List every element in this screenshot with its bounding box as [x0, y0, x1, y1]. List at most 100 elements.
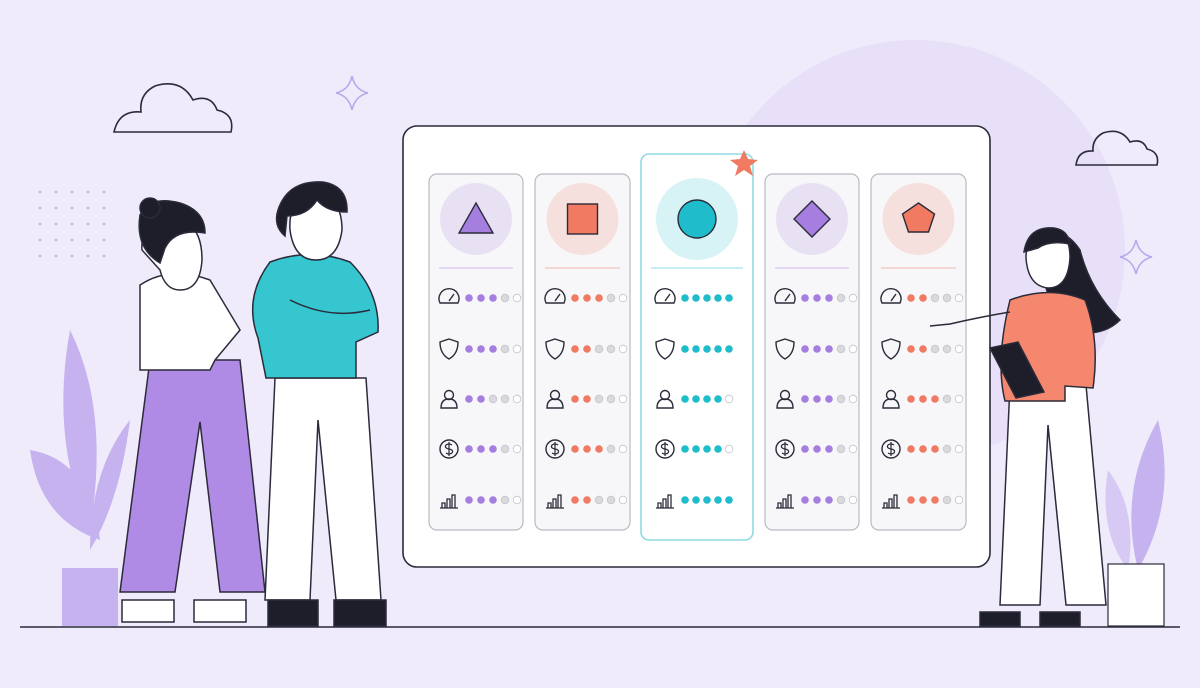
- shape-square: [566, 203, 599, 235]
- icon-user: [776, 398, 794, 409]
- rating-dot: [907, 345, 915, 353]
- rating-dot: [477, 345, 485, 353]
- rating-dot: [512, 293, 522, 303]
- rating-dot: [618, 344, 628, 354]
- rating-dot: [825, 294, 833, 302]
- rating-dot: [954, 495, 964, 505]
- rating: [681, 294, 733, 302]
- column: [534, 173, 631, 531]
- icon-gauge: [654, 287, 676, 304]
- rating-dot: [942, 444, 952, 454]
- rating-dot: [681, 496, 689, 504]
- shape-circle: [677, 199, 717, 239]
- icon-user: [440, 398, 458, 409]
- icon-gauge: [438, 287, 460, 304]
- column: [640, 153, 754, 541]
- rating-dot: [825, 496, 833, 504]
- plant: [1105, 420, 1165, 627]
- rating-dot: [692, 395, 700, 403]
- rating-dot: [703, 496, 711, 504]
- rating-dot: [942, 394, 952, 404]
- rating-dot: [714, 395, 722, 403]
- shape-pentagon: [901, 202, 936, 233]
- rating-dot: [919, 294, 927, 302]
- rating-dot: [692, 345, 700, 353]
- rating-dot: [477, 395, 485, 403]
- rating-dot: [801, 345, 809, 353]
- icon-bars: [882, 494, 900, 509]
- rating-dot: [465, 294, 473, 302]
- rating-dot: [725, 496, 733, 504]
- icon-dollar: [655, 439, 675, 459]
- icon-dollar: [660, 442, 670, 456]
- rating-dot: [714, 294, 722, 302]
- rating-dot: [825, 345, 833, 353]
- rating-dot: [681, 345, 689, 353]
- rating: [465, 344, 522, 354]
- cloud: [1075, 130, 1159, 166]
- icon-bars: [656, 494, 674, 509]
- rating-dot: [825, 395, 833, 403]
- rating-dot: [813, 294, 821, 302]
- icon-dollar: [444, 442, 454, 456]
- rating-dot: [489, 445, 497, 453]
- rating-dot: [594, 394, 604, 404]
- rating-dot: [801, 496, 809, 504]
- rating-dot: [724, 444, 734, 454]
- rating-dot: [836, 394, 846, 404]
- rating-dot: [618, 394, 628, 404]
- rating-dot: [606, 444, 616, 454]
- rating-dot: [942, 293, 952, 303]
- rating-dot: [512, 394, 522, 404]
- rating: [465, 293, 522, 303]
- rating-dot: [583, 395, 591, 403]
- rating-dot: [848, 344, 858, 354]
- rating: [801, 394, 858, 404]
- rating-dot: [703, 395, 711, 403]
- rating: [571, 444, 628, 454]
- person: [119, 197, 266, 623]
- rating-dot: [681, 445, 689, 453]
- rating-dot: [500, 394, 510, 404]
- rating-dot: [606, 394, 616, 404]
- icon-bars: [546, 494, 564, 509]
- column: [870, 173, 967, 531]
- rating-dot: [594, 344, 604, 354]
- icon-shield: [545, 338, 565, 360]
- rating-dot: [465, 395, 473, 403]
- rating-dot: [583, 496, 591, 504]
- rating: [465, 444, 522, 454]
- column: [428, 173, 524, 531]
- icon-dollar: [780, 442, 790, 456]
- rating-dot: [801, 445, 809, 453]
- dot-grid: [38, 190, 106, 258]
- rating: [907, 293, 964, 303]
- rating-dot: [465, 345, 473, 353]
- rating-dot: [583, 345, 591, 353]
- rating: [571, 394, 628, 404]
- rating-dot: [583, 445, 591, 453]
- rating-dot: [703, 294, 711, 302]
- rating-dot: [714, 345, 722, 353]
- rating-dot: [954, 444, 964, 454]
- rating-dot: [489, 496, 497, 504]
- rating: [571, 293, 628, 303]
- rating-dot: [813, 345, 821, 353]
- icon-dollar: [545, 439, 565, 459]
- sparkle: [1119, 239, 1153, 275]
- icon-dollar: [886, 442, 896, 456]
- rating-dot: [801, 395, 809, 403]
- rating-dot: [595, 294, 603, 302]
- rating-dot: [477, 445, 485, 453]
- rating: [907, 344, 964, 354]
- rating-dot: [681, 395, 689, 403]
- person: [251, 181, 387, 627]
- rating-dot: [836, 444, 846, 454]
- rating: [801, 344, 858, 354]
- rating-dot: [848, 293, 858, 303]
- rating-dot: [500, 344, 510, 354]
- rating-dot: [618, 444, 628, 454]
- column: [764, 173, 860, 531]
- rating: [465, 495, 522, 505]
